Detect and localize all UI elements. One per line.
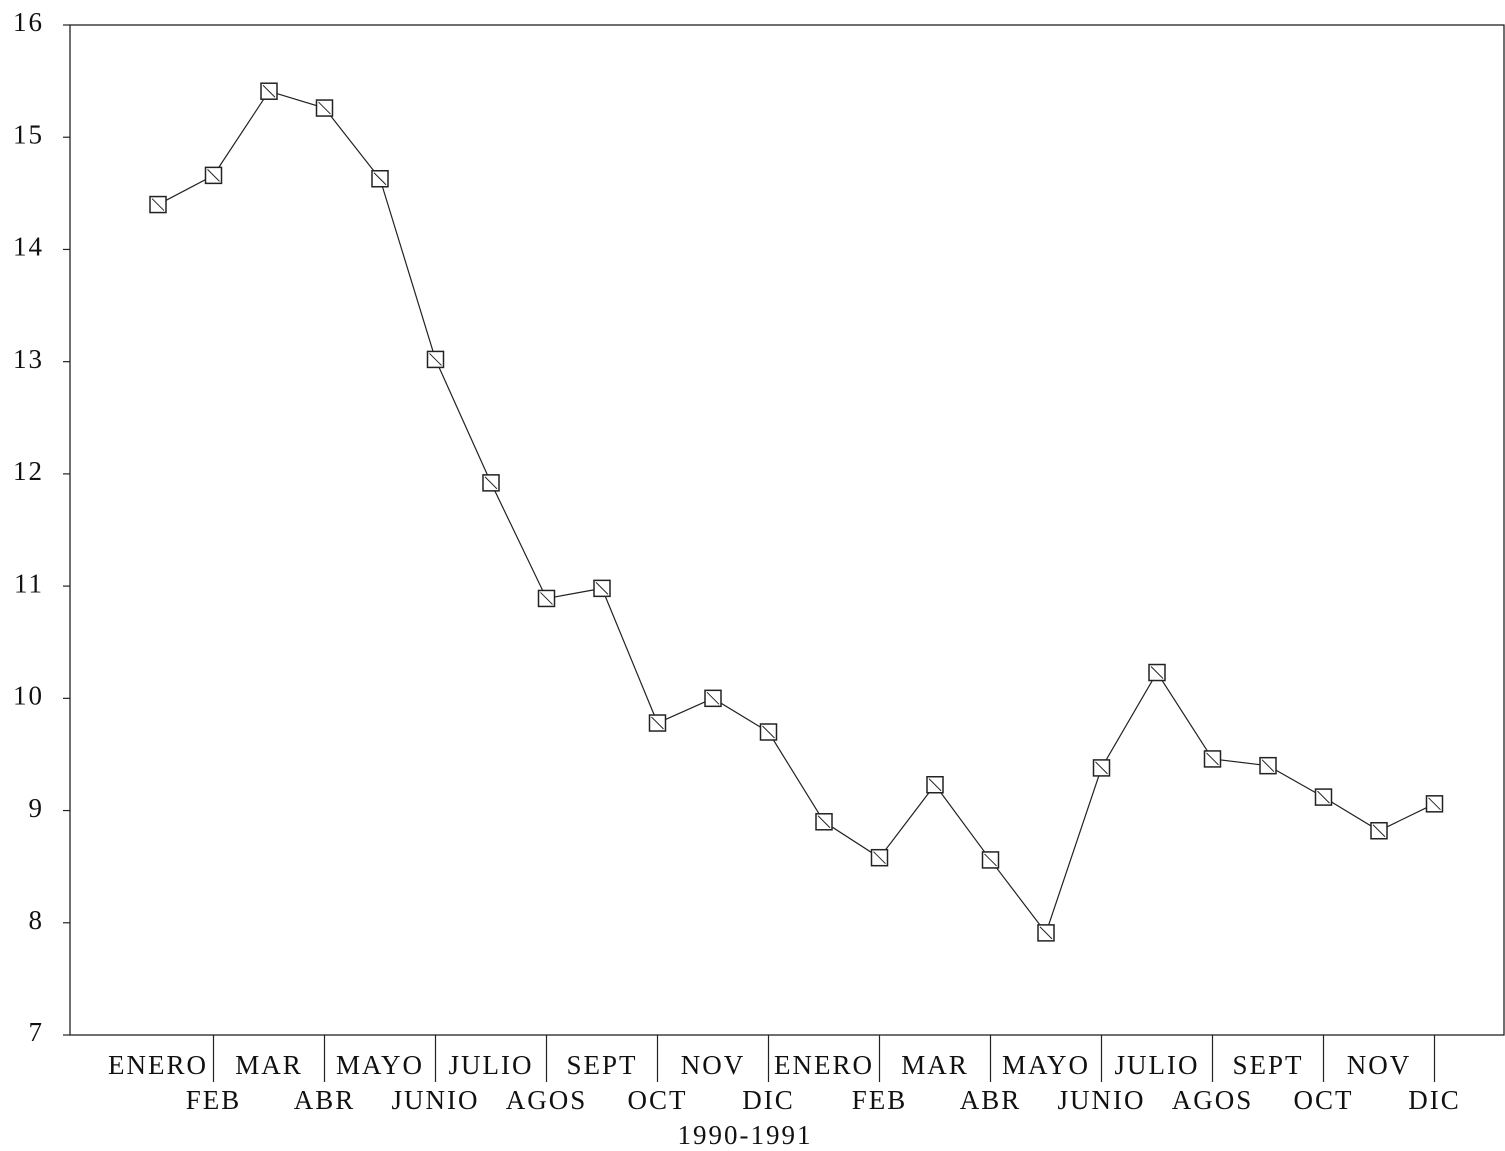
marker-diagonal [762,725,775,739]
y-tick-label: 16 [13,7,44,37]
marker-diagonal [318,101,331,115]
marker-diagonal [928,778,942,792]
marker-diagonal [1261,759,1275,773]
x-tick-label: FEB [852,1085,908,1115]
x-tick-label: DIC [742,1085,795,1115]
marker-diagonal [984,853,997,867]
y-tick-label: 8 [29,905,45,935]
marker-diagonal [373,172,387,186]
y-tick-label: 10 [13,681,44,711]
x-tick-label: MAYO [336,1050,424,1080]
x-tick-label: NOV [681,1050,746,1080]
x-tick-label: JUNIO [1058,1085,1146,1115]
y-tick-label: 14 [13,232,44,262]
marker-diagonal [595,582,609,595]
x-tick-label: ENERO [108,1050,208,1080]
marker-diagonal [484,476,498,490]
marker-diagonal [429,353,442,366]
y-tick-label: 15 [13,119,44,149]
marker-diagonal [1372,824,1386,838]
x-tick-label: MAR [235,1050,303,1080]
marker-diagonal [1317,790,1330,804]
y-tick-label: 9 [29,793,45,823]
data-line [157,90,1435,935]
marker-diagonal [873,851,886,865]
marker-diagonal [651,716,664,730]
marker-diagonal [1206,752,1219,766]
x-tick-label: ABR [960,1085,1022,1115]
x-tick-label: JUNIO [392,1085,480,1115]
y-tick-label: 12 [13,456,44,486]
marker-diagonal [1150,666,1164,679]
x-tick-label: FEB [186,1085,242,1115]
x-tick-label: OCT [1294,1085,1354,1115]
x-tick-label: MAR [901,1050,969,1080]
marker-diagonal [1428,797,1441,811]
plot-frame [69,24,1505,1036]
x-tick-label: NOV [1347,1050,1412,1080]
x-axis-label: 1990-1991 [678,1120,813,1150]
marker-diagonal [706,691,720,705]
marker-diagonal [262,84,276,98]
y-tick-label: 7 [29,1017,45,1047]
x-tick-label: AGOS [1172,1085,1254,1115]
x-tick-label: OCT [628,1085,688,1115]
y-tick-label: 13 [13,344,44,374]
marker-diagonal [1039,926,1053,940]
x-tick-label: AGOS [506,1085,588,1115]
marker-diagonal [151,198,165,211]
marker-diagonal [540,592,553,605]
x-tick-label: JULIO [449,1050,534,1080]
marker-diagonal [1095,761,1108,775]
x-tick-label: ENERO [774,1050,874,1080]
x-tick-label: JULIO [1115,1050,1200,1080]
x-tick-label: SEPT [566,1050,637,1080]
y-tick-label: 11 [14,568,44,598]
marker-diagonal [817,815,831,829]
x-tick-label: SEPT [1232,1050,1303,1080]
marker-diagonal [207,169,220,182]
x-tick-label: ABR [294,1085,356,1115]
x-tick-label: DIC [1408,1085,1461,1115]
x-tick-label: MAYO [1002,1050,1090,1080]
